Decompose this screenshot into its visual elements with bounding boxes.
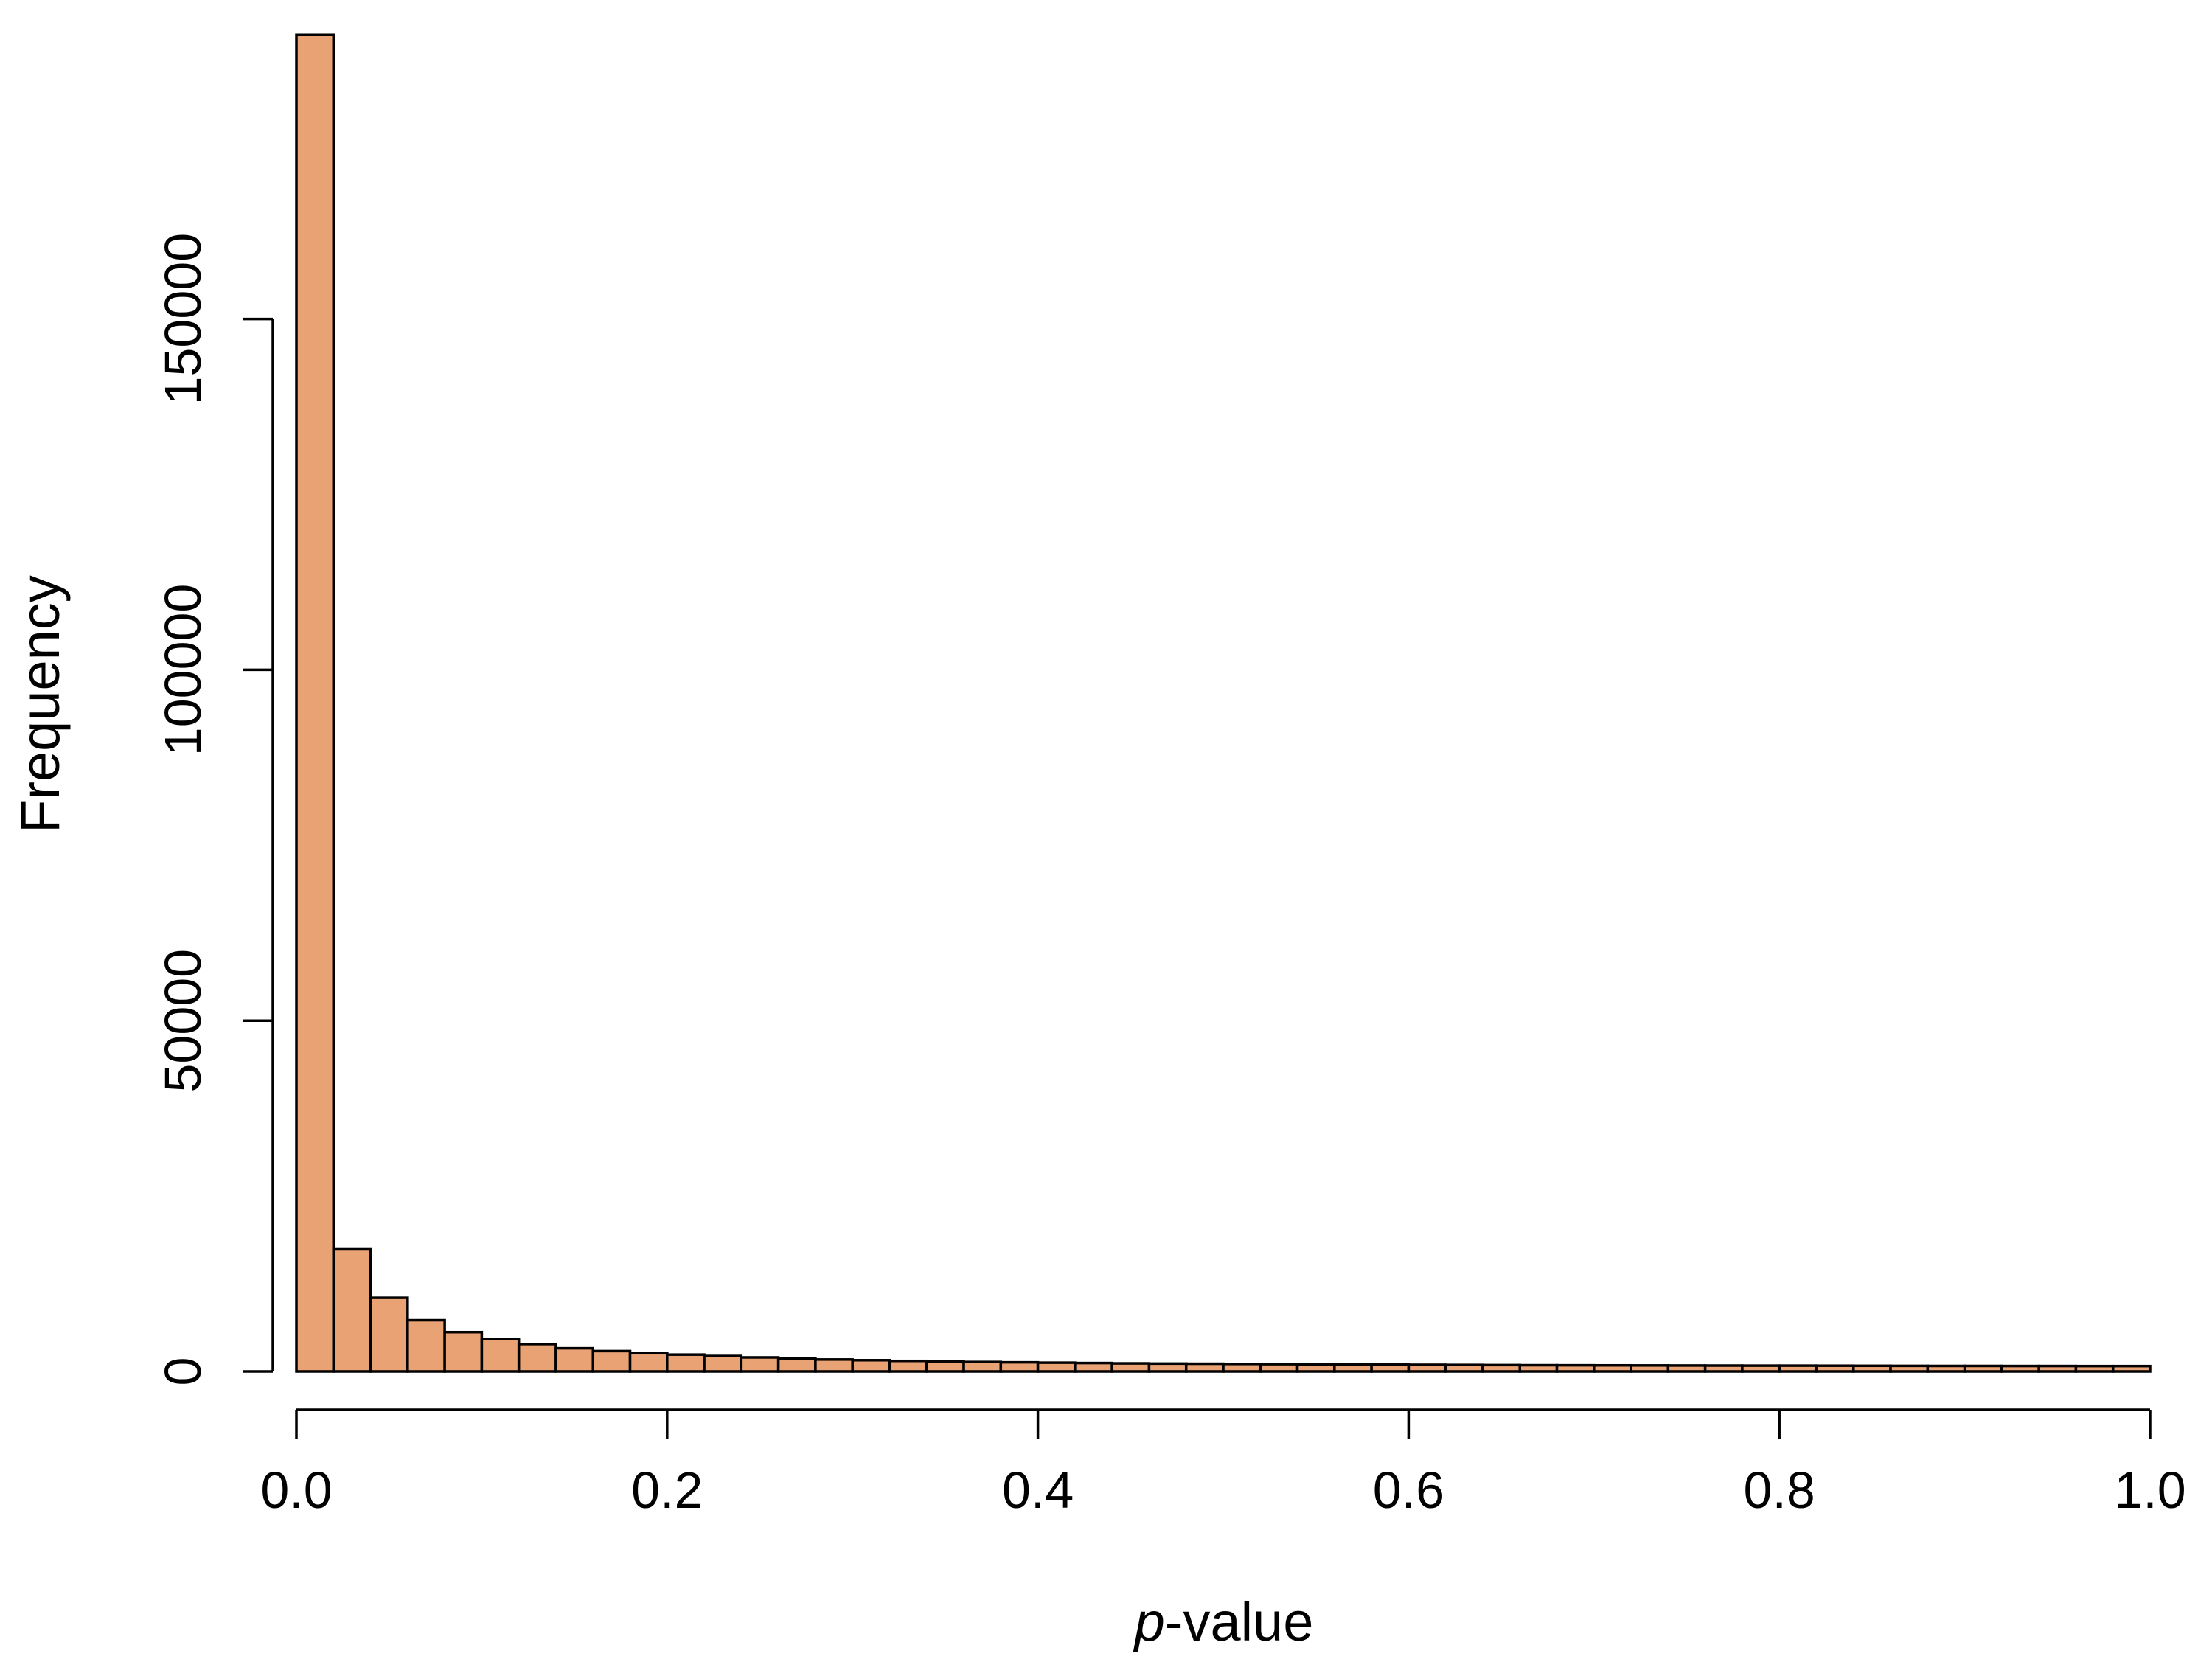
histogram-bar: [1407, 1363, 1447, 1373]
x-axis-title: p-value: [1133, 1591, 1314, 1652]
y-tick-label: 0: [154, 1357, 212, 1386]
histogram-bar: [295, 33, 335, 1373]
x-axis-title-rest: -value: [1165, 1591, 1314, 1652]
y-tick-label: 150000: [154, 233, 212, 406]
histogram-bar: [1259, 1363, 1299, 1373]
histogram-bar: [1593, 1363, 1632, 1373]
histogram-bar: [480, 1338, 521, 1373]
x-tick-label: 0.8: [1744, 1461, 1815, 1519]
histogram-bar: [2074, 1364, 2115, 1373]
histogram-bar: [1741, 1364, 1781, 1373]
histogram-bar: [1963, 1364, 2003, 1373]
histogram-bar: [703, 1354, 743, 1373]
x-tick-label: 0.6: [1373, 1461, 1444, 1519]
histogram-bar: [1778, 1364, 1818, 1373]
histogram-bar: [1370, 1363, 1411, 1373]
y-axis: 0 50000 100000 150000: [154, 233, 274, 1386]
histogram-bar: [1518, 1363, 1559, 1373]
histogram-bar: [962, 1360, 1003, 1373]
histogram-bar: [1630, 1364, 1670, 1373]
histogram-bar: [1147, 1362, 1188, 1373]
histogram-bar: [1295, 1363, 1336, 1373]
histogram-bar: [1036, 1361, 1077, 1373]
histogram-bar: [1666, 1364, 1707, 1373]
histogram-bar: [740, 1356, 780, 1373]
histogram-bar: [406, 1318, 446, 1373]
histogram-bar: [1926, 1364, 1966, 1373]
histogram-bar: [776, 1357, 817, 1373]
histogram-bar: [1815, 1364, 1855, 1373]
histogram-bar: [1852, 1364, 1892, 1373]
histogram-bar: [1481, 1363, 1521, 1373]
x-tick-label: 0.2: [631, 1461, 703, 1519]
histogram-bar: [2111, 1364, 2152, 1373]
x-axis-title-italic: p: [1133, 1591, 1165, 1652]
histogram-bar: [1444, 1363, 1484, 1373]
histogram-bar: [332, 1247, 372, 1373]
histogram-bar: [851, 1359, 891, 1373]
histogram-bar: [1222, 1363, 1262, 1373]
histogram-bars: [295, 33, 2152, 1373]
histogram-bar: [1110, 1362, 1151, 1373]
y-axis-title: Frequency: [10, 575, 71, 833]
histogram-bar: [1703, 1364, 1744, 1373]
x-tick-label: 1.0: [2114, 1461, 2185, 1519]
histogram-bar: [925, 1360, 965, 1373]
x-tick-label: 0.0: [260, 1461, 332, 1519]
x-axis: 0.0 0.2 0.4 0.6 0.8 1.0: [260, 1408, 2186, 1519]
histogram-bar: [1333, 1363, 1373, 1373]
histogram-bar: [369, 1296, 409, 1373]
histogram-bar: [443, 1330, 484, 1373]
histogram-bar: [999, 1360, 1040, 1373]
y-tick-label: 50000: [154, 949, 212, 1093]
histogram-bar: [517, 1343, 557, 1373]
histogram-bar: [666, 1353, 706, 1373]
histogram-bar: [814, 1358, 854, 1373]
histogram-bar: [1889, 1364, 1930, 1373]
histogram-bar: [554, 1346, 594, 1373]
histogram-bar: [1184, 1362, 1225, 1373]
histogram-bar: [1555, 1363, 1596, 1373]
histogram-bar: [888, 1359, 928, 1373]
histogram-bar: [2037, 1364, 2078, 1373]
histogram-bar: [628, 1352, 669, 1373]
x-tick-label: 0.4: [1002, 1461, 1074, 1519]
histogram-bar: [1074, 1361, 1113, 1373]
histogram-bar: [591, 1349, 632, 1373]
histogram-bar: [2000, 1364, 2040, 1373]
y-tick-label: 100000: [154, 584, 212, 757]
